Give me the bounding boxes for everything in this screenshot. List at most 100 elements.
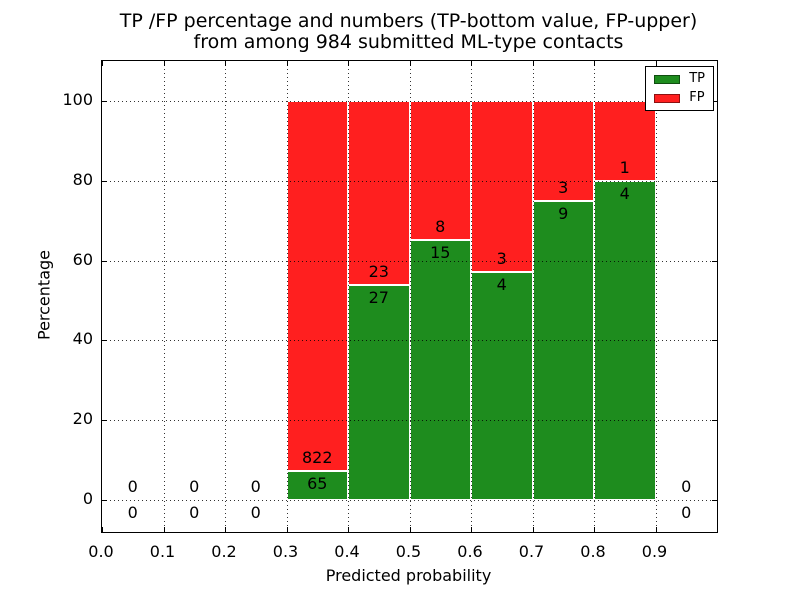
tp-count-label: 0 <box>681 503 692 523</box>
fp-count-label: 23 <box>368 261 389 281</box>
grid-line-vertical <box>409 61 411 532</box>
y-tick-label: 40 <box>72 329 93 349</box>
grid-line-vertical <box>594 61 595 532</box>
y-tick-mark <box>102 340 107 342</box>
grid-line-horizontal <box>102 420 717 422</box>
y-tick-mark <box>712 500 717 502</box>
bar-segment-tp <box>348 284 410 501</box>
fp-count-label: 3 <box>496 248 507 268</box>
bar-segment-tp <box>594 180 656 501</box>
x-tick-mark <box>594 527 595 532</box>
fp-count-label: 0 <box>681 477 692 497</box>
grid-line-vertical <box>532 61 534 532</box>
legend: TP FP <box>645 66 714 111</box>
x-tick-label: 0.3 <box>272 542 299 561</box>
fp-count-label: 0 <box>127 477 138 497</box>
x-tick-label: 0.9 <box>641 542 668 561</box>
bar-segment-tp <box>286 470 348 501</box>
legend-label-fp: FP <box>689 90 705 105</box>
x-tick-mark <box>471 61 472 66</box>
fp-count-label: 822 <box>301 447 333 467</box>
x-tick-mark <box>532 61 534 66</box>
grid-line-vertical <box>655 61 657 532</box>
x-tick-mark <box>163 527 165 532</box>
x-tick-mark <box>102 61 103 66</box>
x-axis-label: Predicted probability <box>325 566 492 585</box>
grid-line-vertical <box>471 61 472 532</box>
tp-count-label: 0 <box>127 503 138 523</box>
y-tick-mark <box>712 100 717 102</box>
grid-line-horizontal <box>102 260 717 262</box>
bar-segment-fp <box>471 100 533 272</box>
y-tick-label: 80 <box>72 169 93 189</box>
x-tick-label: 0.2 <box>211 542 237 561</box>
fp-count-label: 0 <box>189 477 200 497</box>
y-tick-mark <box>712 180 717 182</box>
y-tick-mark <box>102 500 107 502</box>
grid-line-vertical <box>348 61 349 532</box>
grid-line-horizontal <box>102 500 717 502</box>
x-tick-label: 0.5 <box>395 542 422 561</box>
plot-area: TP FP 0 0 0 0 0 0 822 65 23 27 8 15 3 4 3 9 1 4 0 0 <box>101 60 718 533</box>
y-tick-mark <box>102 420 107 422</box>
x-tick-mark <box>286 61 288 66</box>
grid-line-vertical <box>286 61 288 532</box>
x-tick-label: 0.7 <box>518 542 545 561</box>
y-tick-mark <box>712 260 717 262</box>
x-tick-mark <box>594 61 595 66</box>
bar-segment-tp <box>471 271 533 501</box>
y-tick-label: 100 <box>62 89 93 109</box>
bar-segment-fp <box>286 100 348 471</box>
bar-segment-tp <box>409 239 471 501</box>
x-tick-mark <box>717 527 718 532</box>
bar-segment-fp <box>409 100 471 240</box>
tp-count-label: 0 <box>250 503 261 523</box>
tp-count-label: 4 <box>496 274 507 294</box>
y-tick-mark <box>712 420 717 422</box>
x-tick-label: 0.1 <box>149 542 176 561</box>
x-tick-mark <box>409 61 411 66</box>
x-tick-mark <box>655 527 657 532</box>
x-tick-label: 0.0 <box>88 542 114 561</box>
y-tick-mark <box>102 180 107 182</box>
grid-line-horizontal <box>102 100 717 102</box>
fp-count-label: 1 <box>619 157 630 177</box>
y-tick-label: 60 <box>72 249 93 269</box>
x-tick-mark <box>225 61 226 66</box>
y-tick-label: 20 <box>72 409 93 429</box>
y-tick-mark <box>102 100 107 102</box>
legend-entry-tp: TP <box>654 72 705 86</box>
x-tick-mark <box>409 527 411 532</box>
x-tick-mark <box>655 61 657 66</box>
x-tick-mark <box>163 61 165 66</box>
tp-count-label: 15 <box>430 242 451 262</box>
grid-line-vertical <box>163 61 165 532</box>
x-tick-label: 0.4 <box>334 542 360 561</box>
x-tick-mark <box>532 527 534 532</box>
tp-count-label: 4 <box>619 183 630 203</box>
fp-count-label: 8 <box>435 216 446 236</box>
x-tick-label: 0.8 <box>580 542 606 561</box>
grid-line-vertical <box>225 61 226 532</box>
y-tick-label: 0 <box>82 489 93 509</box>
x-tick-mark <box>348 527 349 532</box>
bar-segment-tp <box>532 200 594 501</box>
chart-title-line1: TP /FP percentage and numbers (TP-bottom… <box>119 10 698 32</box>
grid-line-horizontal <box>102 180 717 182</box>
chart-title-line2: from among 984 submitted ML-type contact… <box>193 31 624 53</box>
tp-count-label: 9 <box>558 203 569 223</box>
x-tick-label: 0.6 <box>457 542 483 561</box>
tp-count-label: 27 <box>368 287 389 307</box>
fp-swatch-icon <box>654 93 681 103</box>
legend-entry-fp: FP <box>654 91 705 105</box>
x-tick-mark <box>717 61 718 66</box>
fp-count-label: 3 <box>558 177 569 197</box>
fp-count-label: 0 <box>250 477 261 497</box>
tp-swatch-icon <box>654 74 681 84</box>
x-tick-mark <box>348 61 349 66</box>
y-tick-mark <box>102 260 107 262</box>
y-tick-mark <box>712 340 717 342</box>
x-tick-mark <box>225 527 226 532</box>
x-tick-mark <box>286 527 288 532</box>
